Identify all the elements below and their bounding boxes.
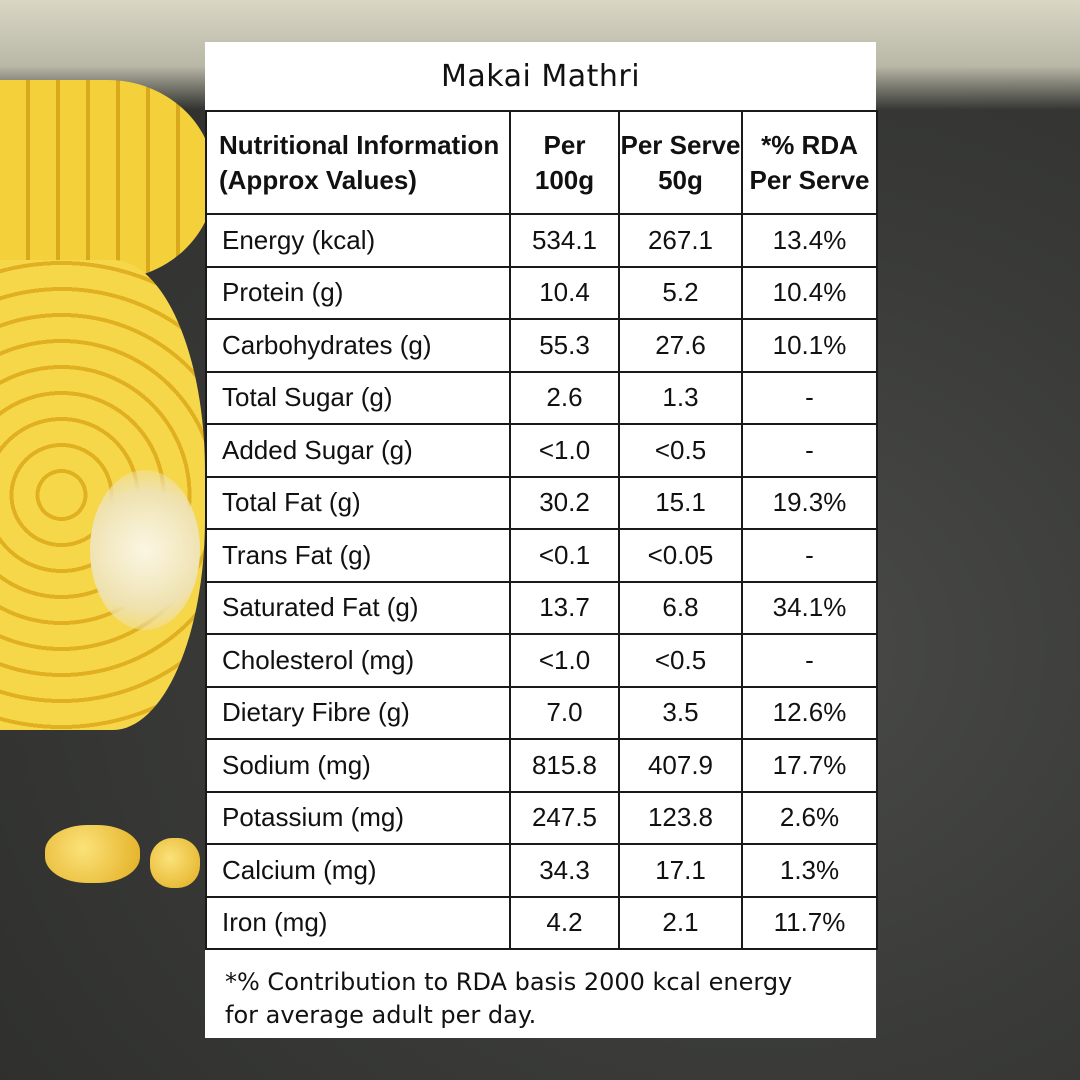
- corn-kernel-image: [150, 838, 200, 888]
- table-header-row: Nutritional Information (Approx Values) P…: [205, 110, 878, 215]
- value-rda: 17.7%: [741, 738, 878, 793]
- table-row: Potassium (mg) 247.5 123.8 2.6%: [205, 790, 878, 845]
- value-per-serve: 6.8: [618, 580, 743, 635]
- value-per-serve: <0.5: [618, 633, 743, 688]
- value-per-100g: 30.2: [509, 475, 620, 530]
- nutrient-name: Carbohydrates (g): [205, 318, 511, 373]
- value-per-serve: <0.05: [618, 528, 743, 583]
- value-per-100g: 2.6: [509, 370, 620, 425]
- value-per-serve: 2.1: [618, 895, 743, 950]
- value-rda: 10.4%: [741, 265, 878, 320]
- nutrient-name: Saturated Fat (g): [205, 580, 511, 635]
- value-per-100g: 247.5: [509, 790, 620, 845]
- value-rda: 12.6%: [741, 685, 878, 740]
- value-per-100g: <1.0: [509, 423, 620, 478]
- value-per-serve: 1.3: [618, 370, 743, 425]
- nutrient-name: Energy (kcal): [205, 213, 511, 268]
- value-per-serve: 123.8: [618, 790, 743, 845]
- value-per-100g: <0.1: [509, 528, 620, 583]
- table-row: Saturated Fat (g) 13.7 6.8 34.1%: [205, 580, 878, 635]
- nutrient-name: Iron (mg): [205, 895, 511, 950]
- value-per-serve: <0.5: [618, 423, 743, 478]
- header-per-serve-line: Per Serve: [620, 129, 741, 160]
- value-rda: -: [741, 423, 878, 478]
- header-nutrient-line: (Approx Values): [219, 164, 417, 195]
- nutrient-name: Cholesterol (mg): [205, 633, 511, 688]
- value-rda: 10.1%: [741, 318, 878, 373]
- value-per-serve: 267.1: [618, 213, 743, 268]
- nutrient-name: Added Sugar (g): [205, 423, 511, 478]
- nutrient-name: Total Sugar (g): [205, 370, 511, 425]
- header-per-100g: Per 100g: [509, 110, 620, 215]
- value-rda: -: [741, 633, 878, 688]
- nutrient-name: Sodium (mg): [205, 738, 511, 793]
- value-per-serve: 17.1: [618, 843, 743, 898]
- value-per-100g: 815.8: [509, 738, 620, 793]
- header-per-serve: Per Serve 50g: [618, 110, 743, 215]
- value-rda: 2.6%: [741, 790, 878, 845]
- value-per-100g: 55.3: [509, 318, 620, 373]
- table-row: Protein (g) 10.4 5.2 10.4%: [205, 265, 878, 320]
- value-per-100g: 10.4: [509, 265, 620, 320]
- value-per-100g: <1.0: [509, 633, 620, 688]
- value-per-100g: 13.7: [509, 580, 620, 635]
- header-per-100g-line: Per: [543, 129, 586, 160]
- value-per-serve: 407.9: [618, 738, 743, 793]
- footnote-line: for average adult per day.: [225, 1001, 537, 1029]
- value-rda: 13.4%: [741, 213, 878, 268]
- nutrition-table: Nutritional Information (Approx Values) P…: [205, 110, 878, 950]
- rda-footnote: *% Contribution to RDA basis 2000 kcal e…: [205, 950, 876, 1032]
- table-row: Energy (kcal) 534.1 267.1 13.4%: [205, 213, 878, 268]
- nutrient-name: Protein (g): [205, 265, 511, 320]
- header-per-serve-line: 50g: [658, 164, 703, 195]
- value-per-serve: 3.5: [618, 685, 743, 740]
- table-row: Calcium (mg) 34.3 17.1 1.3%: [205, 843, 878, 898]
- value-rda: 1.3%: [741, 843, 878, 898]
- table-row: Added Sugar (g) <1.0 <0.5-: [205, 423, 878, 478]
- value-per-100g: 534.1: [509, 213, 620, 268]
- value-rda: -: [741, 370, 878, 425]
- table-row: Total Sugar (g) 2.6 1.3-: [205, 370, 878, 425]
- table-row: Carbohydrates (g) 55.3 27.6 10.1%: [205, 318, 878, 373]
- table-row: Cholesterol (mg) <1.0 <0.5-: [205, 633, 878, 688]
- value-rda: -: [741, 528, 878, 583]
- value-per-serve: 27.6: [618, 318, 743, 373]
- table-row: Sodium (mg) 815.8 407.9 17.7%: [205, 738, 878, 793]
- header-rda-line: *% RDA: [761, 129, 858, 160]
- header-rda: *% RDA Per Serve: [741, 110, 878, 215]
- corn-cob-core-image: [90, 470, 200, 630]
- nutrition-table-body: Energy (kcal) 534.1 267.1 13.4% Protein (g) 1…: [205, 213, 878, 950]
- footnote-line: *% Contribution to RDA basis 2000 kcal e…: [225, 968, 793, 996]
- corn-kernel-image: [45, 825, 140, 883]
- value-rda: 34.1%: [741, 580, 878, 635]
- corn-cob-image: [0, 80, 215, 280]
- value-per-100g: 4.2: [509, 895, 620, 950]
- nutrient-name: Potassium (mg): [205, 790, 511, 845]
- table-row: Total Fat (g) 30.2 15.1 19.3%: [205, 475, 878, 530]
- value-per-100g: 7.0: [509, 685, 620, 740]
- header-rda-line: Per Serve: [749, 164, 870, 195]
- nutrient-name: Trans Fat (g): [205, 528, 511, 583]
- value-per-100g: 34.3: [509, 843, 620, 898]
- value-rda: 19.3%: [741, 475, 878, 530]
- header-nutrient-line: Nutritional Information: [219, 129, 500, 160]
- product-title: Makai Mathri: [440, 58, 641, 94]
- table-row: Dietary Fibre (g) 7.0 3.5 12.6%: [205, 685, 878, 740]
- nutrient-name: Total Fat (g): [205, 475, 511, 530]
- value-rda: 11.7%: [741, 895, 878, 950]
- nutrient-name: Dietary Fibre (g): [205, 685, 511, 740]
- header-per-100g-line: 100g: [534, 164, 595, 195]
- nutrition-label: Makai Mathri Nutritional Information (App…: [205, 42, 878, 1038]
- header-nutrient: Nutritional Information (Approx Values): [205, 110, 511, 215]
- table-row: Trans Fat (g) <0.1 <0.05-: [205, 528, 878, 583]
- nutrient-name: Calcium (mg): [205, 843, 511, 898]
- value-per-serve: 5.2: [618, 265, 743, 320]
- table-row: Iron (mg) 4.2 2.1 11.7%: [205, 895, 878, 950]
- value-per-serve: 15.1: [618, 475, 743, 530]
